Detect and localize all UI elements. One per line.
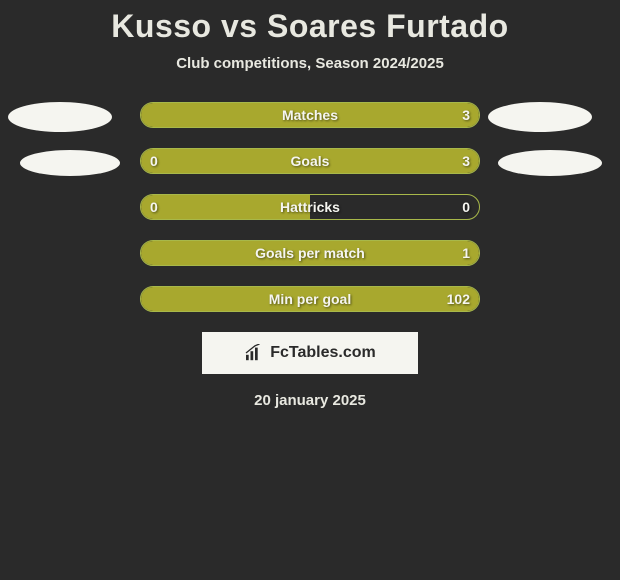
stat-value-right: 1 bbox=[462, 245, 470, 261]
stat-bar-goals-per-match: Goals per match 1 bbox=[140, 240, 480, 266]
stat-value-left: 0 bbox=[150, 153, 158, 169]
subtitle: Club competitions, Season 2024/2025 bbox=[0, 55, 620, 72]
stat-label: Matches bbox=[282, 107, 338, 123]
stat-bar-min-per-goal: Min per goal 102 bbox=[140, 286, 480, 312]
stat-label: Min per goal bbox=[269, 291, 351, 307]
stat-value-left: 0 bbox=[150, 199, 158, 215]
bar-fill-right bbox=[202, 149, 479, 173]
stat-row: Hattricks 0 0 bbox=[0, 194, 620, 220]
chart-icon bbox=[244, 344, 266, 362]
stat-row: Matches 3 bbox=[0, 102, 620, 128]
stats-area: Matches 3 Goals 0 3 Ha bbox=[0, 102, 620, 409]
stat-value-right: 0 bbox=[462, 199, 470, 215]
page-title: Kusso vs Soares Furtado bbox=[0, 8, 620, 45]
stat-row: Min per goal 102 bbox=[0, 286, 620, 312]
stat-value-right: 102 bbox=[447, 291, 470, 307]
stat-label: Goals per match bbox=[255, 245, 365, 261]
stat-label: Hattricks bbox=[280, 199, 340, 215]
brand-box[interactable]: FcTables.com bbox=[202, 332, 418, 374]
stat-value-right: 3 bbox=[462, 153, 470, 169]
stat-value-right: 3 bbox=[462, 107, 470, 123]
stat-row: Goals per match 1 bbox=[0, 240, 620, 266]
comparison-container: Kusso vs Soares Furtado Club competition… bbox=[0, 0, 620, 409]
stat-bar-matches: Matches 3 bbox=[140, 102, 480, 128]
brand-text: FcTables.com bbox=[270, 344, 376, 362]
stat-row: Goals 0 3 bbox=[0, 148, 620, 174]
stat-bar-hattricks: Hattricks 0 0 bbox=[140, 194, 480, 220]
stat-label: Goals bbox=[291, 153, 330, 169]
stat-bar-goals: Goals 0 3 bbox=[140, 148, 480, 174]
footer-date: 20 january 2025 bbox=[0, 392, 620, 409]
